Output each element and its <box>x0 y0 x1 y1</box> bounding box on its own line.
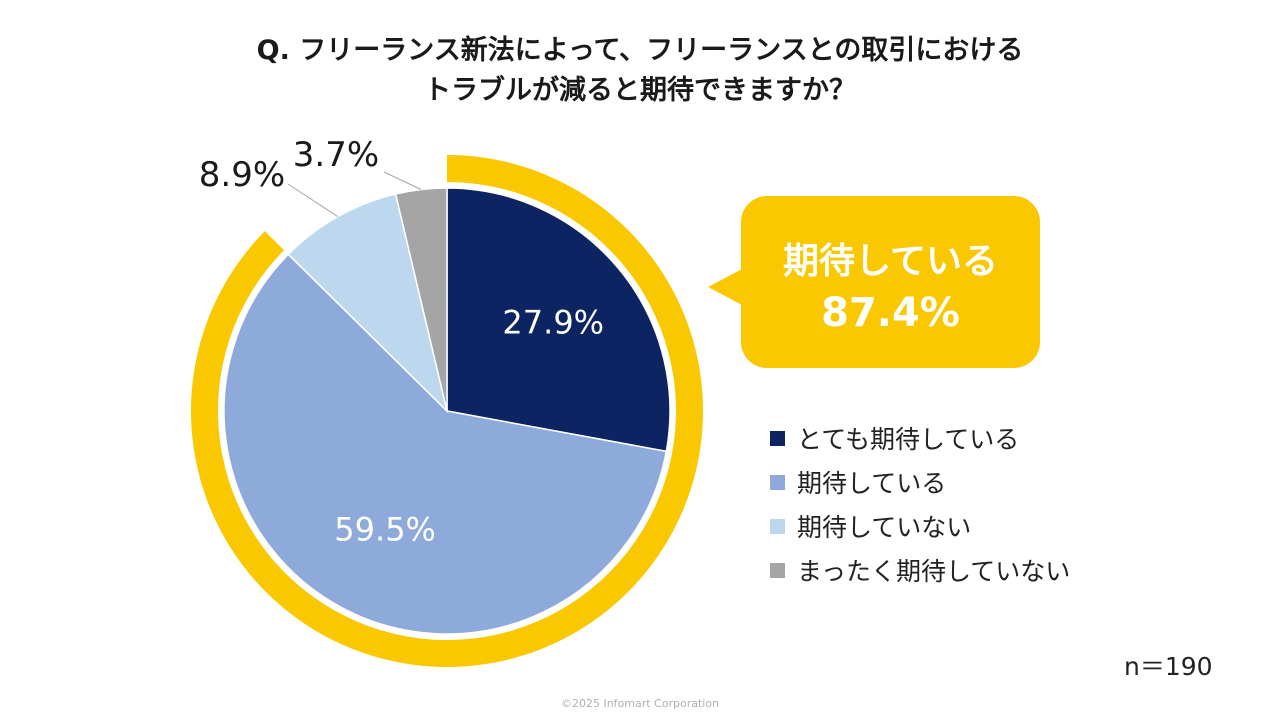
legend-item: とても期待している <box>770 416 1070 460</box>
highlight-callout: 期待している 87.4% <box>741 196 1040 368</box>
sample-size: n＝190 <box>1124 652 1213 681</box>
copyright: ©2025 Infomart Corporation <box>560 697 720 710</box>
callout-value: 87.4% <box>821 290 960 336</box>
pie-slice <box>394 187 448 412</box>
slice-value-label: 8.9% <box>199 155 285 195</box>
legend-swatch <box>770 562 785 578</box>
legend-label: 期待していない <box>797 513 972 542</box>
legend-label: まったく期待していない <box>797 557 1071 586</box>
callout-label: 期待している <box>783 241 998 282</box>
slice-value-label: 3.7% <box>293 135 379 175</box>
callout-tail <box>708 268 744 306</box>
leader-line <box>287 183 339 218</box>
legend-label: 期待している <box>797 469 947 498</box>
legend: とても期待している 期待している 期待していない まったく期待していない <box>770 416 1070 592</box>
legend-swatch <box>770 474 785 490</box>
legend-item: 期待していない <box>770 504 1070 548</box>
chart-title-line1: Q. フリーランス新法によって、フリーランスとの取引における <box>256 35 1024 66</box>
leader-line <box>383 171 422 190</box>
legend-swatch <box>770 518 785 534</box>
legend-swatch <box>770 430 785 446</box>
slice-value-label: 27.9% <box>502 304 604 342</box>
chart-title-line2: トラブルが減ると期待できますか？ <box>424 75 856 106</box>
pie-slice <box>287 193 449 414</box>
legend-item: まったく期待していない <box>770 548 1070 592</box>
legend-item: 期待している <box>770 460 1070 504</box>
legend-label: とても期待している <box>797 425 1020 454</box>
pie-slice <box>223 253 668 635</box>
slice-value-label: 59.5% <box>334 511 436 549</box>
pie-slice <box>446 187 671 453</box>
